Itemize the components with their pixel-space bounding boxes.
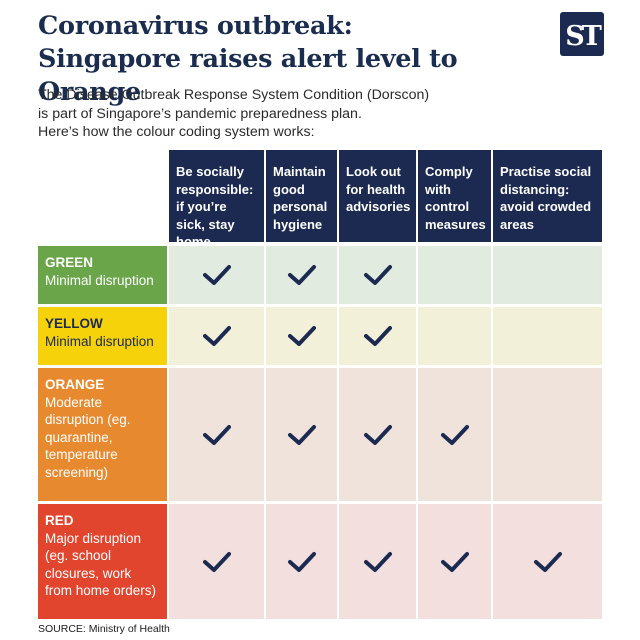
subtitle-line-3: Here’s how the colour coding system work… — [38, 124, 315, 140]
cell-orange-3 — [339, 368, 416, 501]
title-line-2: Singapore raises alert level to Orange — [38, 44, 458, 107]
check-icon — [533, 551, 562, 572]
cell-yellow-3 — [339, 307, 416, 365]
check-icon — [202, 265, 231, 285]
cell-yellow-1 — [169, 307, 264, 365]
cell-red-5 — [493, 504, 602, 619]
level-cell-red: RED Major disruption (eg. school closures… — [38, 504, 167, 619]
cell-red-1 — [169, 504, 264, 619]
subtitle-line-2: is part of Singapore’s pandemic prepared… — [38, 105, 362, 122]
level-name: YELLOW — [45, 316, 103, 331]
check-icon — [202, 326, 231, 346]
column-header-1: Be socially responsible: if you’re sick,… — [169, 150, 264, 249]
check-icon — [287, 424, 316, 445]
column-header-2: Maintain good personal hygiene — [266, 150, 337, 242]
cell-red-4 — [418, 504, 491, 619]
level-description: Minimal disruption — [45, 333, 154, 349]
source-note: SOURCE: Ministry of Health — [38, 623, 170, 635]
page-subtitle: The Disease Outbreak Response System Con… — [38, 86, 478, 142]
subtitle-line-1: The Disease Outbreak Response System Con… — [38, 87, 430, 103]
title-line-1: Coronavirus outbreak: — [38, 11, 353, 41]
page-title: Coronavirus outbreak: Singapore raises a… — [38, 10, 558, 109]
cell-green-1 — [169, 246, 264, 304]
cell-yellow-4 — [418, 307, 491, 365]
cell-green-3 — [339, 246, 416, 304]
cell-green-2 — [266, 246, 337, 304]
check-icon — [440, 424, 469, 445]
check-icon — [287, 326, 316, 346]
cell-orange-4 — [418, 368, 491, 501]
st-logo-icon: ST — [560, 12, 604, 56]
logo-text: ST — [565, 21, 601, 52]
check-icon — [363, 424, 392, 445]
column-header-5: Practise social distancing: avoid crowde… — [493, 150, 602, 242]
level-name: GREEN — [45, 255, 94, 270]
cell-orange-2 — [266, 368, 337, 501]
cell-red-3 — [339, 504, 416, 619]
column-header-4: Comply with control measures — [418, 150, 491, 242]
check-icon — [363, 265, 392, 285]
level-cell-orange: ORANGE Moderate disruption (eg. quarantin… — [38, 368, 167, 501]
cell-green-4 — [418, 246, 491, 304]
level-description: Major disruption (eg. school closures, w… — [45, 530, 157, 599]
check-icon — [287, 265, 316, 285]
level-cell-green: GREEN Minimal disruption — [38, 246, 167, 304]
level-cell-yellow: YELLOW Minimal disruption — [38, 307, 167, 365]
check-icon — [202, 551, 231, 572]
cell-green-5 — [493, 246, 602, 304]
cell-yellow-5 — [493, 307, 602, 365]
cell-yellow-2 — [266, 307, 337, 365]
check-icon — [363, 551, 392, 572]
cell-red-2 — [266, 504, 337, 619]
level-name: RED — [45, 513, 74, 528]
level-name: ORANGE — [45, 377, 105, 392]
check-icon — [440, 551, 469, 572]
cell-orange-1 — [169, 368, 264, 501]
level-description: Moderate disruption (eg. quarantine, tem… — [45, 394, 131, 480]
column-header-3: Look out for health advisories — [339, 150, 416, 242]
check-icon — [287, 551, 316, 572]
check-icon — [363, 326, 392, 346]
check-icon — [202, 424, 231, 445]
level-description: Minimal disruption — [45, 272, 154, 288]
cell-orange-5 — [493, 368, 602, 501]
